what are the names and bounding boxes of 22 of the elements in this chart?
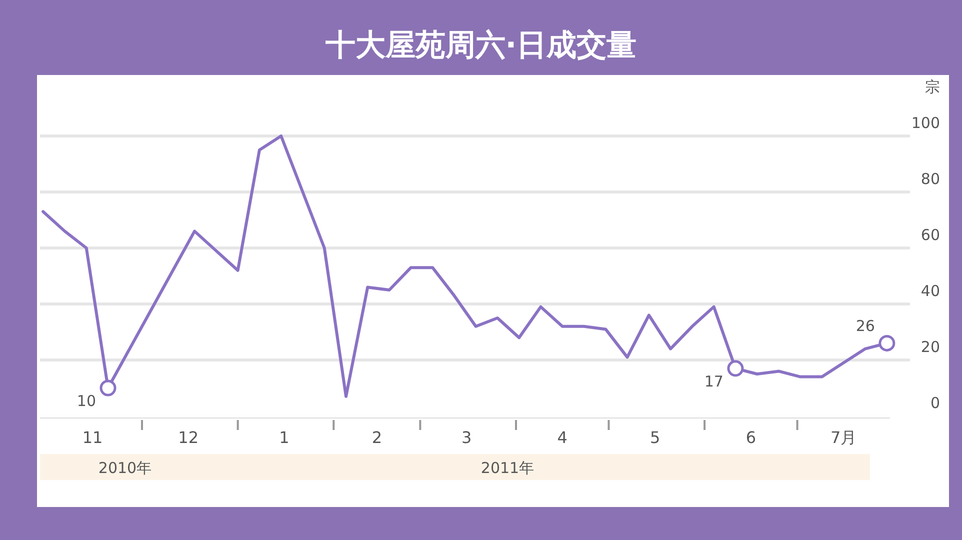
y-tick-label: 20 <box>920 338 940 356</box>
x-tick-label: 1 <box>279 428 290 447</box>
chart-title: 十大屋苑周六·日成交量 <box>324 28 637 63</box>
text: 2011年 <box>480 459 534 477</box>
x-tick-label: 4 <box>557 428 568 447</box>
x-tick-label: 12 <box>178 428 199 447</box>
y-tick-label: 0 <box>930 394 940 412</box>
x-tick-label: 2 <box>372 428 382 447</box>
y-tick-label: 80 <box>920 170 940 188</box>
data-label: 26 <box>856 317 875 336</box>
x-tick-label: 7月 <box>830 428 857 447</box>
x-tick-label: 5 <box>650 428 660 447</box>
data-label: 10 <box>76 392 96 410</box>
y-axis-title: 宗 <box>925 78 940 96</box>
y-tick-label: 60 <box>920 226 940 244</box>
x-tick-label: 3 <box>461 428 472 447</box>
data-label: 17 <box>704 372 724 390</box>
y-tick-label: 100 <box>911 114 940 132</box>
text: 2010年 <box>98 459 152 477</box>
x-tick-label: 6 <box>746 428 756 447</box>
y-tick-label: 40 <box>920 282 940 300</box>
x-tick-label: 11 <box>82 428 103 447</box>
